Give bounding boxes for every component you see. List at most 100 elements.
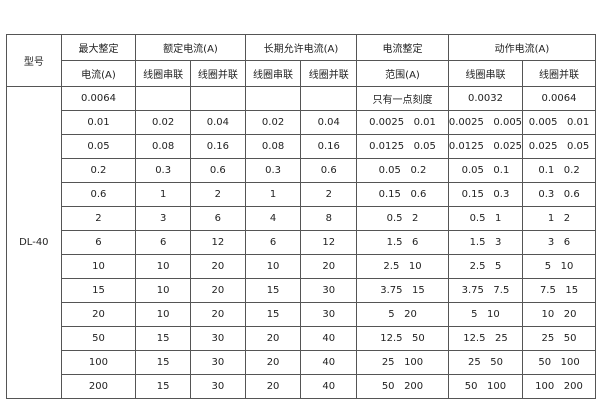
table-cell: 0.02 [244, 110, 302, 135]
table-cell: 0.05 [60, 134, 137, 159]
table-cell: 2 [300, 182, 358, 207]
table-cell: 0.0032 [447, 86, 524, 111]
table-cell: 100 200 [522, 374, 596, 399]
table-cell: 10 [135, 278, 191, 303]
table-cell: 0.15 0.3 [447, 182, 524, 207]
header-model: 型号 [6, 34, 62, 87]
header-rated: 额定电流(A) [135, 34, 246, 61]
table-cell: 0.3 [244, 158, 302, 183]
table-cell: 40 [300, 374, 358, 399]
table-cell: 0.5 2 [356, 206, 449, 231]
table-cell: 3.75 7.5 [447, 278, 524, 303]
table-cell: 6 [60, 230, 137, 255]
table-cell: 0.3 [135, 158, 191, 183]
table-cell: 2 [60, 206, 137, 231]
table-cell [244, 86, 302, 111]
header-max-set: 最大整定 [60, 34, 137, 61]
table-cell: 30 [190, 374, 246, 399]
table-cell: 6 [190, 206, 246, 231]
table-cell: 20 [60, 302, 137, 327]
table-cell: 3 6 [522, 230, 596, 255]
table-cell: 8 [300, 206, 358, 231]
table-cell: 1 2 [522, 206, 596, 231]
table-cell: 25 50 [447, 350, 524, 375]
table-cell: 12.5 50 [356, 326, 449, 351]
table-cell [190, 86, 246, 111]
table-cell: 0.04 [190, 110, 246, 135]
table-row: 20 10 20 15 30 5 20 5 10 10 20 [7, 302, 596, 327]
table-cell: 6 [135, 230, 191, 255]
table-cell: 40 [300, 326, 358, 351]
table-cell: 50 200 [356, 374, 449, 399]
table-cell: 0.6 [300, 158, 358, 183]
table-cell: 5 10 [447, 302, 524, 327]
header-range-unit: 范围(A) [356, 60, 449, 87]
table-cell: 20 [300, 254, 358, 279]
header-parallel: 线圈并联 [522, 60, 596, 87]
table-cell: 12.5 25 [447, 326, 524, 351]
table-row: 15 10 20 15 30 3.75 15 3.75 7.5 7.5 15 [7, 278, 596, 303]
header-action: 动作电流(A) [447, 34, 597, 61]
table-cell: 0.2 [60, 158, 137, 183]
table-cell: 20 [190, 278, 246, 303]
table-cell: 10 [244, 254, 302, 279]
table-cell: 12 [300, 230, 358, 255]
table-cell: 15 [135, 350, 191, 375]
table-cell: 2.5 5 [447, 254, 524, 279]
table-cell: 0.6 [190, 158, 246, 183]
table-cell: 0.005 0.01 [522, 110, 596, 135]
table-cell: 0.0025 0.005 [447, 110, 524, 135]
table-cell: 0.0125 0.05 [356, 134, 449, 159]
table-cell: 20 [244, 350, 302, 375]
table-cell: 0.01 [60, 110, 137, 135]
table-row: DL-40 0.0064 只有一点刻度 0.0032 0.0064 [6, 86, 596, 399]
table-cell: 0.0025 0.01 [356, 110, 449, 135]
header-parallel: 线圈并联 [190, 60, 246, 87]
table-cell: 0.05 0.2 [356, 158, 449, 183]
table-cell: 0.025 0.05 [522, 134, 596, 159]
table-cell: 30 [190, 350, 246, 375]
table-cell: 5 20 [356, 302, 449, 327]
table-cell: 200 [60, 374, 137, 399]
table-cell: 15 [244, 302, 302, 327]
table-cell: 50 [60, 326, 137, 351]
header-parallel: 线圈并联 [300, 60, 358, 87]
table-cell: 100 [60, 350, 137, 375]
table-row: 0.01 0.02 0.04 0.02 0.04 0.0025 0.01 0.0025 0.… [7, 110, 596, 135]
table-cell: 20 [190, 302, 246, 327]
table-cell: 25 50 [522, 326, 596, 351]
table-cell: 0.6 [60, 182, 137, 207]
table-cell: 1 [135, 182, 191, 207]
table-row: 0.2 0.3 0.6 0.3 0.6 0.05 0.2 0.05 0.1 0.1 0.2 [7, 158, 596, 183]
table-row: 0.05 0.08 0.16 0.08 0.16 0.0125 0.05 0.0125 0.… [7, 134, 596, 159]
table-cell: 50 100 [522, 350, 596, 375]
table-cell: 3.75 15 [356, 278, 449, 303]
table-cell: 0.0064 [522, 86, 596, 111]
header-series: 线圈串联 [244, 60, 302, 87]
table-cell: 6 [244, 230, 302, 255]
model-cell: DL-40 [6, 86, 62, 399]
table-cell: 20 [244, 374, 302, 399]
table-cell: 15 [60, 278, 137, 303]
table-cell: 0.5 1 [447, 206, 524, 231]
table-cell: 2 [190, 182, 246, 207]
table-cell: 0.08 [135, 134, 191, 159]
table-cell: 0.02 [135, 110, 191, 135]
header-series: 线圈串联 [135, 60, 191, 87]
table-cell: 0.05 0.1 [447, 158, 524, 183]
header-range: 电流整定 [356, 34, 449, 61]
table-cell: 40 [300, 350, 358, 375]
table-cell: 0.15 0.6 [356, 182, 449, 207]
table-cell: 4 [244, 206, 302, 231]
table-cell: 30 [300, 278, 358, 303]
table-cell: 12 [190, 230, 246, 255]
table-row: 50 15 30 20 40 12.5 50 12.5 25 25 50 [7, 326, 596, 351]
table-cell: 5 10 [522, 254, 596, 279]
table-cell: 0.0064 [60, 86, 137, 111]
spec-table: 型号 最大整定 额定电流(A) 长期允许电流(A) 电流整定 动作电流(A) 电… [6, 34, 597, 399]
table-cell: 1.5 3 [447, 230, 524, 255]
table-cell: 10 [60, 254, 137, 279]
